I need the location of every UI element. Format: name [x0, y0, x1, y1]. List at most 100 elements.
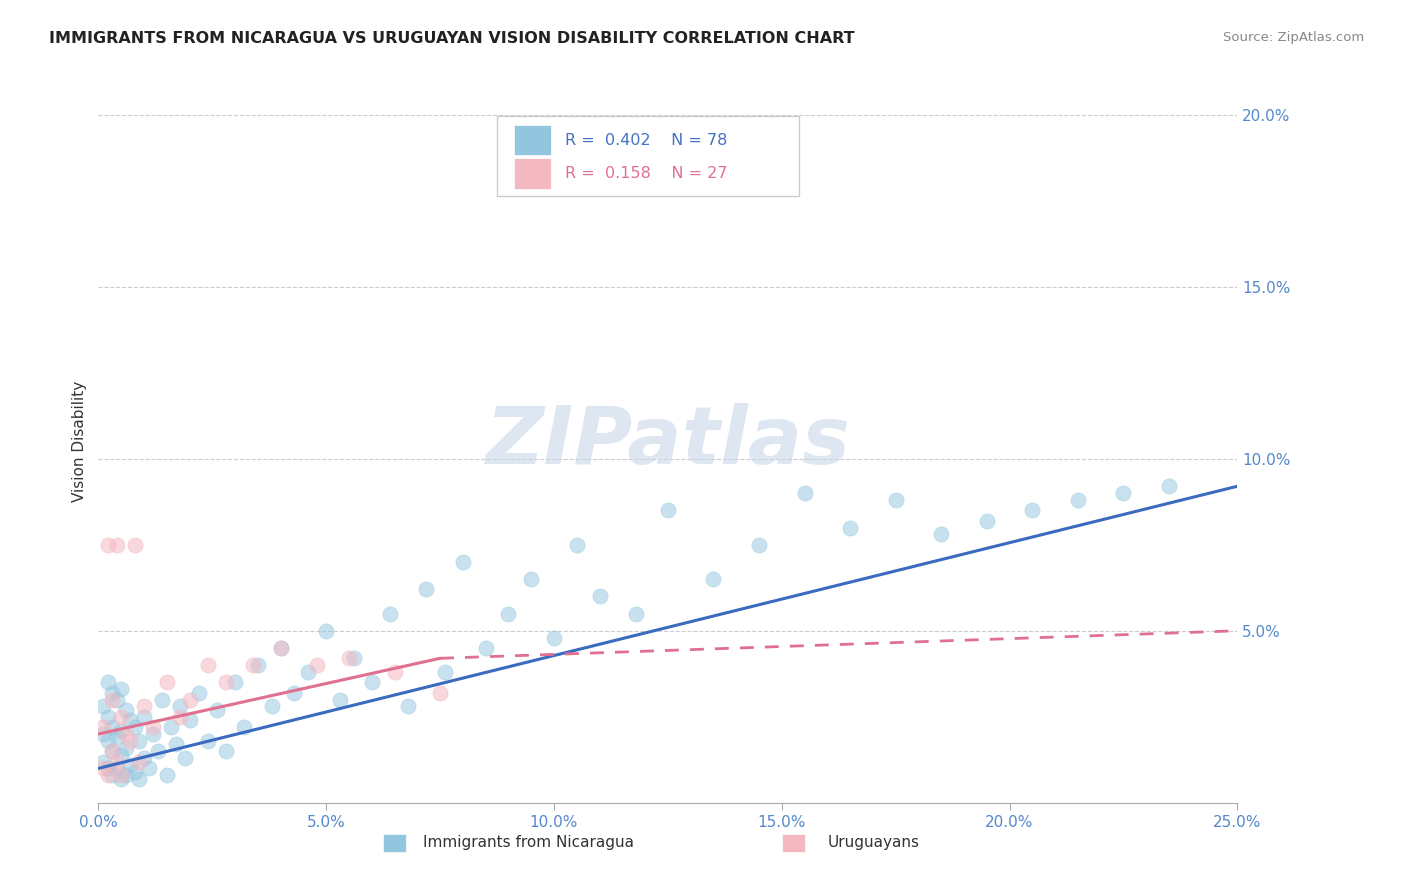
- Point: [1021, 503, 1043, 517]
- Point: [283, 686, 305, 700]
- Point: [101, 720, 124, 734]
- Point: [124, 720, 146, 734]
- Point: [242, 658, 264, 673]
- Point: [342, 651, 364, 665]
- Point: [91, 727, 114, 741]
- Point: [150, 692, 173, 706]
- Point: [270, 640, 292, 655]
- Point: [120, 713, 142, 727]
- Point: [128, 734, 150, 748]
- Point: [96, 734, 118, 748]
- Point: [224, 675, 246, 690]
- Point: [205, 703, 228, 717]
- Point: [91, 755, 114, 769]
- Point: [156, 768, 179, 782]
- Bar: [782, 834, 804, 852]
- Point: [110, 710, 132, 724]
- Point: [128, 772, 150, 786]
- Point: [114, 727, 136, 741]
- Point: [101, 744, 124, 758]
- Point: [565, 538, 588, 552]
- Point: [105, 538, 128, 552]
- Text: Uruguayans: Uruguayans: [827, 835, 920, 850]
- Y-axis label: Vision Disability: Vision Disability: [72, 381, 87, 502]
- Point: [839, 520, 862, 534]
- Point: [132, 699, 155, 714]
- Point: [297, 665, 319, 679]
- Point: [174, 751, 197, 765]
- Point: [1112, 486, 1135, 500]
- Point: [233, 720, 256, 734]
- Point: [146, 744, 169, 758]
- Point: [114, 703, 136, 717]
- Point: [378, 607, 401, 621]
- Point: [307, 658, 329, 673]
- Point: [91, 699, 114, 714]
- Point: [1157, 479, 1180, 493]
- Point: [451, 555, 474, 569]
- Text: Source: ZipAtlas.com: Source: ZipAtlas.com: [1223, 31, 1364, 45]
- Point: [138, 761, 160, 775]
- Point: [156, 675, 179, 690]
- Point: [384, 665, 406, 679]
- Point: [260, 699, 283, 714]
- Point: [110, 682, 132, 697]
- Point: [120, 758, 142, 772]
- Point: [101, 692, 124, 706]
- Point: [105, 692, 128, 706]
- Point: [101, 744, 124, 758]
- Point: [124, 538, 146, 552]
- Point: [624, 607, 647, 621]
- Point: [124, 764, 146, 779]
- Point: [96, 768, 118, 782]
- Point: [105, 761, 128, 775]
- Point: [142, 727, 165, 741]
- Point: [1067, 493, 1090, 508]
- Point: [702, 572, 724, 586]
- Point: [101, 768, 124, 782]
- Text: R =  0.158    N = 27: R = 0.158 N = 27: [565, 166, 728, 181]
- Point: [91, 761, 114, 775]
- Point: [96, 761, 118, 775]
- Point: [169, 710, 191, 724]
- Point: [197, 658, 219, 673]
- Text: Immigrants from Nicaragua: Immigrants from Nicaragua: [423, 835, 634, 850]
- Point: [179, 692, 201, 706]
- Point: [657, 503, 679, 517]
- Point: [929, 527, 952, 541]
- Point: [433, 665, 456, 679]
- Point: [884, 493, 907, 508]
- Point: [588, 590, 610, 604]
- Point: [132, 710, 155, 724]
- Point: [91, 720, 114, 734]
- Point: [110, 768, 132, 782]
- Point: [101, 686, 124, 700]
- Point: [96, 675, 118, 690]
- Point: [169, 699, 191, 714]
- Bar: [382, 834, 406, 852]
- Point: [110, 772, 132, 786]
- Point: [360, 675, 382, 690]
- Point: [105, 731, 128, 745]
- Point: [160, 720, 183, 734]
- Point: [315, 624, 337, 638]
- Point: [142, 720, 165, 734]
- Point: [543, 631, 565, 645]
- Point: [337, 651, 360, 665]
- Point: [105, 755, 128, 769]
- Point: [748, 538, 770, 552]
- Point: [128, 755, 150, 769]
- Point: [120, 734, 142, 748]
- Point: [110, 723, 132, 738]
- Point: [179, 713, 201, 727]
- Point: [415, 582, 437, 597]
- Point: [215, 675, 238, 690]
- Point: [96, 538, 118, 552]
- Point: [520, 572, 543, 586]
- Point: [396, 699, 419, 714]
- Point: [132, 751, 155, 765]
- Text: R =  0.402    N = 78: R = 0.402 N = 78: [565, 133, 728, 148]
- Point: [498, 607, 520, 621]
- Point: [197, 734, 219, 748]
- Point: [474, 640, 496, 655]
